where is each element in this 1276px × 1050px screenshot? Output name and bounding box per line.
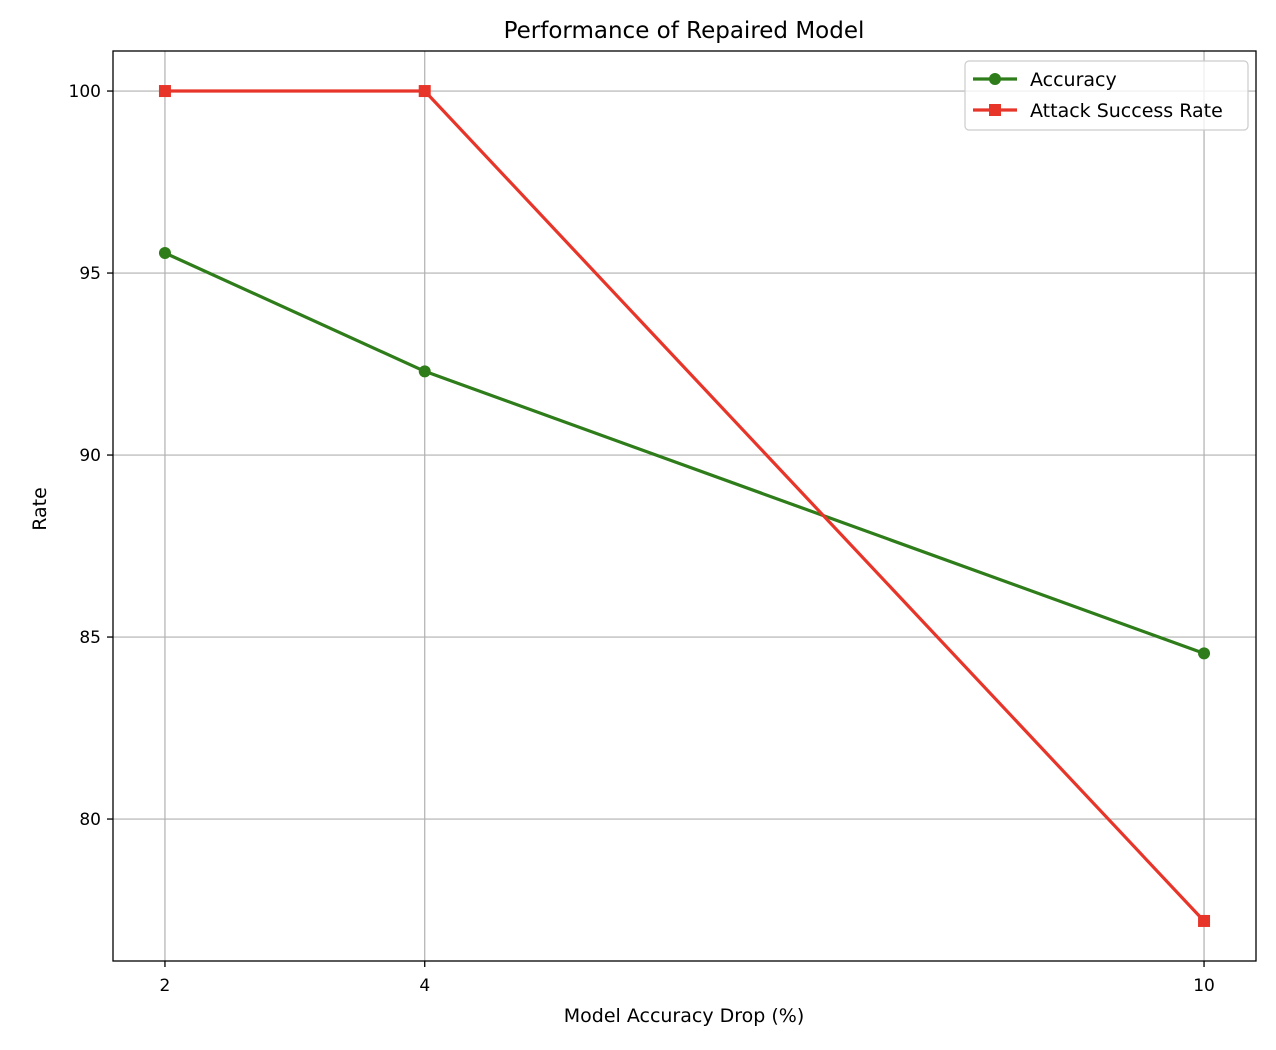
- data-point-attack-success-rate: [158, 85, 171, 98]
- data-point-accuracy: [418, 365, 431, 378]
- legend-label: Accuracy: [1030, 69, 1117, 91]
- x-tick-label: 2: [160, 976, 171, 996]
- legend-item-attack-success-rate: Attack Success Rate: [973, 100, 1223, 122]
- axis-ticks: 2 4 10 80 85 90 95 100: [69, 82, 1215, 996]
- chart-title: Performance of Repaired Model: [504, 18, 865, 44]
- y-tick-label: 90: [79, 446, 101, 466]
- series-accuracy: [158, 247, 1211, 660]
- x-tick-label: 10: [1193, 976, 1215, 996]
- data-point-accuracy: [1198, 647, 1211, 660]
- x-tick-label: 4: [419, 976, 430, 996]
- data-point-accuracy: [158, 247, 171, 260]
- grid: [113, 51, 1256, 961]
- legend-box: [964, 60, 1249, 131]
- legend-swatch-marker: [989, 73, 1001, 85]
- data-point-attack-success-rate: [418, 85, 431, 98]
- y-tick-label: 100: [69, 82, 101, 102]
- legend-label: Attack Success Rate: [1030, 100, 1223, 122]
- y-tick-label: 80: [79, 810, 101, 830]
- series-attack-success-rate: [158, 85, 1211, 927]
- y-tick-label: 85: [79, 628, 101, 648]
- legend-swatch-marker: [989, 104, 1001, 116]
- data-point-attack-success-rate: [1198, 914, 1211, 927]
- y-axis-label: Rate: [29, 487, 51, 531]
- series-line-attack-success-rate: [165, 89, 1206, 923]
- legend: Accuracy Attack Success Rate: [964, 60, 1249, 131]
- x-axis-label: Model Accuracy Drop (%): [564, 1005, 805, 1027]
- series-line-accuracy: [164, 251, 1205, 655]
- legend-item-accuracy: Accuracy: [973, 69, 1117, 91]
- series-layer: [158, 85, 1211, 927]
- plot-area-frame: [112, 50, 1257, 962]
- y-tick-label: 95: [79, 264, 101, 284]
